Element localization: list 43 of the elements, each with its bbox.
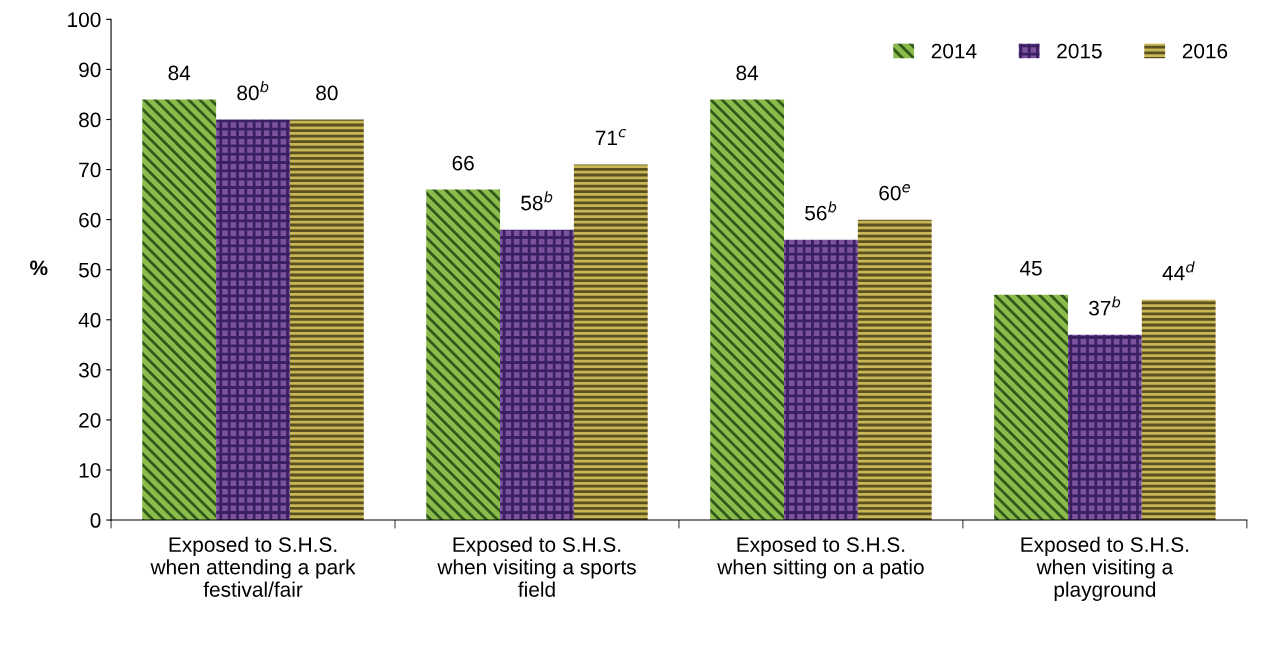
- bar: [1141, 299, 1216, 521]
- bar: [289, 119, 364, 521]
- y-tick-label: 100: [68, 12, 101, 28]
- bar: [500, 229, 574, 521]
- data-label: 37$^{b}$: [1089, 296, 1121, 316]
- bar: [426, 189, 501, 521]
- y-axis-title: %: [30, 260, 48, 276]
- legend-label: 2016: [1182, 43, 1228, 59]
- y-tick-label: 0: [90, 513, 101, 528]
- x-tick-label: Exposed to S.H.S. when visiting a playground: [1021, 536, 1189, 601]
- bar: [573, 164, 648, 521]
- bar: [994, 294, 1068, 521]
- x-tick-label: Exposed to S.H.S. when sitting on a patio: [717, 536, 924, 579]
- data-label: 56$^{b}$: [805, 201, 837, 221]
- data-label: 71$^{c}$: [595, 128, 626, 146]
- data-label: 84: [736, 65, 759, 81]
- bar: [216, 119, 290, 521]
- x-tick-label: Exposed to S.H.S. when attending a park festival/fair: [150, 536, 356, 597]
- data-label: 58$^{b}$: [521, 191, 553, 211]
- data-label: 45: [1019, 261, 1042, 276]
- legend-label: 2014: [931, 43, 977, 59]
- y-tick-label: 30: [78, 362, 101, 378]
- data-label: 80: [316, 85, 338, 101]
- y-tick-label: 70: [79, 162, 101, 178]
- y-tick-label: 60: [79, 212, 101, 228]
- y-tick-label: 10: [79, 462, 101, 478]
- y-tick-label: 40: [78, 312, 101, 328]
- data-label: 80$^{b}$: [237, 81, 269, 101]
- bar: [1067, 334, 1142, 521]
- x-tick-label: Exposed to S.H.S. when visiting a sports field: [437, 536, 636, 597]
- bar: [142, 99, 217, 521]
- bar: [784, 239, 858, 521]
- y-tick-label: 50: [79, 262, 101, 278]
- data-label: 44$^{d}$: [1162, 261, 1195, 281]
- bar: [857, 219, 932, 521]
- data-label: 84: [168, 65, 191, 81]
- legend-label: 2015: [1057, 43, 1102, 59]
- bar: [710, 99, 785, 521]
- data-label: 66: [452, 155, 474, 171]
- y-tick-label: 20: [79, 412, 101, 428]
- y-tick-label: 90: [79, 62, 101, 78]
- data-label: 60$^{e}$: [879, 184, 910, 201]
- y-tick-label: 80: [79, 112, 101, 128]
